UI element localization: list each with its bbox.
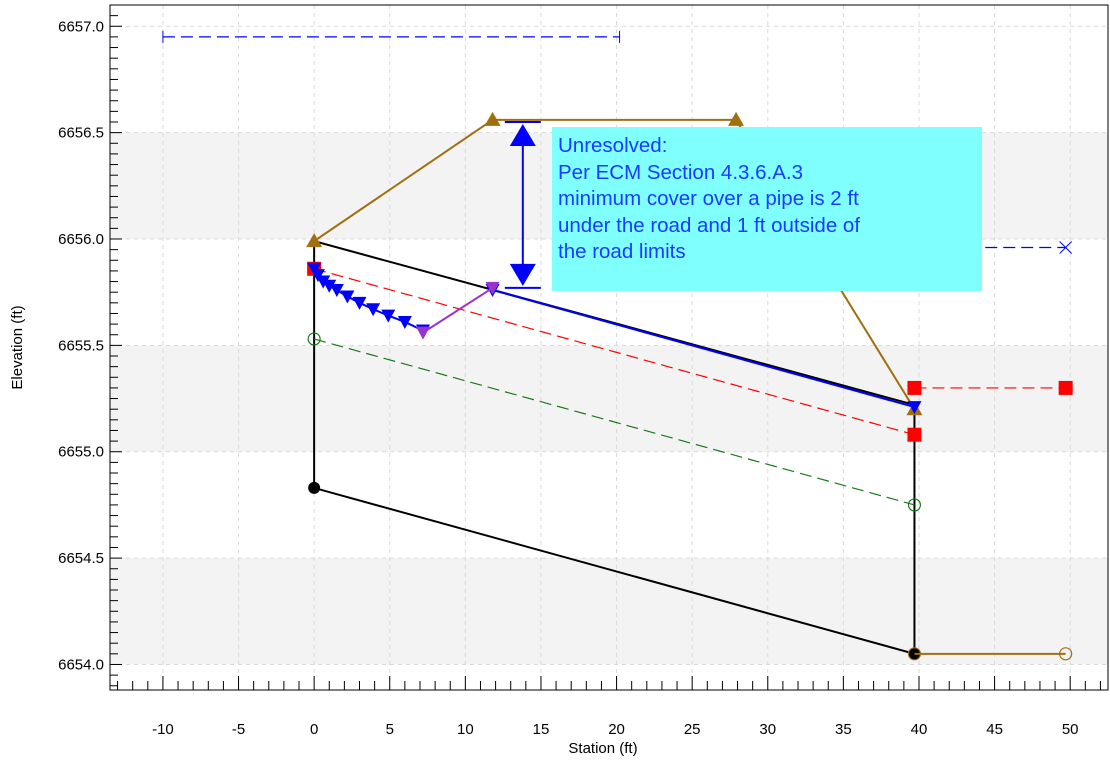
- series-5: [907, 380, 1073, 395]
- triangle-down-marker: [322, 279, 337, 293]
- x-marker-stroke: [1059, 241, 1073, 254]
- series-6: [307, 332, 922, 512]
- x-tick-label: 10: [457, 721, 474, 738]
- series-9: [416, 281, 500, 340]
- triangle-down-marker: [381, 309, 396, 323]
- circle-marker: [907, 647, 922, 661]
- plot-frame: [109, 4, 1109, 691]
- cover-dimension-arrow: [504, 121, 541, 289]
- x-tick-label: 45: [986, 721, 1003, 738]
- series-line: [492, 289, 915, 409]
- series-layer: [162, 30, 1073, 661]
- triangle-down-marker: [329, 284, 344, 298]
- x-tick-label: 0: [310, 721, 318, 738]
- x-tick-label: -10: [152, 721, 174, 738]
- square-marker: [907, 380, 922, 395]
- x-tick-label: 15: [533, 721, 550, 738]
- square-marker: [907, 427, 922, 442]
- callout-line-5: the road limits: [558, 240, 686, 264]
- x-tick-label: 50: [1062, 721, 1079, 738]
- unresolved-callout: Unresolved: Per ECM Section 4.3.6.A.3 mi…: [552, 127, 982, 291]
- dimension-arrowhead-down: [509, 263, 536, 286]
- y-tick-label: 6654.0: [58, 656, 104, 673]
- circle-marker: [308, 481, 321, 494]
- triangle-down-marker: [416, 326, 431, 340]
- x-tick-label: -5: [232, 721, 245, 738]
- callout-line-3: minimum cover over a pipe is 2 ft: [558, 187, 859, 211]
- circle-marker: [907, 498, 922, 512]
- triangle-marker: [728, 111, 745, 126]
- shaded-band: [110, 345, 1108, 452]
- callout-line-4: under the road and 1 ft outside of: [558, 213, 861, 237]
- series-3: [907, 647, 1073, 661]
- tick-labels: -10 -5 0 5 10 15 20 25 30 35 40 45 50 6654.0 6654.5 665…: [58, 18, 1078, 738]
- axis-ticks: [110, 4, 1101, 690]
- series-line: [422, 287, 494, 334]
- y-tick-label: 6654.5: [58, 550, 104, 567]
- y-tick-label: 6656.0: [58, 231, 104, 248]
- x-tick-label: 25: [684, 721, 701, 738]
- triangle-down-marker: [340, 290, 355, 304]
- triangle-down-marker: [366, 303, 381, 317]
- y-axis-label: Elevation (ft): [9, 305, 26, 389]
- square-marker: [1058, 380, 1073, 395]
- x-tick-label: 35: [835, 721, 852, 738]
- shaded-band: [110, 558, 1108, 665]
- y-tick-label: 6655.5: [58, 337, 104, 354]
- series-line: [313, 268, 915, 436]
- triangle-marker: [484, 111, 501, 126]
- callout-line-2: Per ECM Section 4.3.6.A.3: [558, 160, 803, 184]
- triangle-down-marker: [352, 296, 367, 310]
- dimension-arrowhead-up: [509, 124, 536, 147]
- series-10: [162, 30, 621, 43]
- x-tick-label: 30: [759, 721, 776, 738]
- series-line: [313, 338, 915, 506]
- triangle-down-marker: [485, 281, 500, 295]
- y-tick-label: 6657.0: [58, 18, 104, 35]
- triangle-down-marker: [316, 275, 331, 289]
- y-tick-label: 6656.5: [58, 125, 104, 142]
- circle-marker: [307, 332, 321, 346]
- triangle-marker: [306, 233, 323, 248]
- x-tick-label: 40: [911, 721, 928, 738]
- triangle-down-marker: [397, 315, 412, 329]
- series-7: [307, 262, 431, 338]
- x-axis-label: Station (ft): [568, 740, 637, 757]
- triangle-down-marker: [907, 401, 922, 415]
- circle-marker: [1059, 647, 1073, 661]
- callout-line-1: Unresolved:: [558, 134, 668, 157]
- x-tick-label: 20: [608, 721, 625, 738]
- y-tick-label: 6655.0: [58, 444, 104, 461]
- x-tick-label: 5: [386, 721, 394, 738]
